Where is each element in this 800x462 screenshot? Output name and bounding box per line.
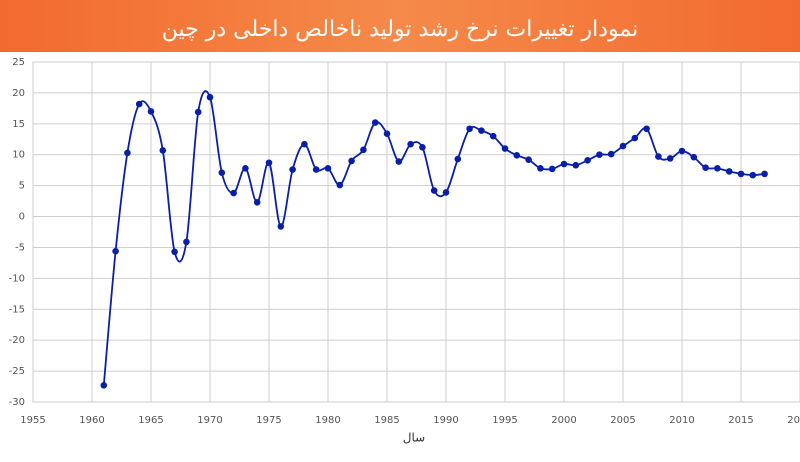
data-point	[513, 152, 521, 159]
y-tick-label: -5	[15, 242, 25, 253]
data-point	[218, 169, 226, 176]
data-point	[112, 247, 119, 255]
data-point	[430, 187, 438, 194]
x-tick-label: 1990	[433, 415, 458, 426]
data-point	[419, 144, 426, 151]
data-point	[749, 171, 757, 179]
x-tick-label: 1985	[374, 415, 399, 426]
data-point	[265, 159, 273, 167]
x-tick-label: 1975	[256, 415, 281, 426]
data-point	[666, 155, 674, 162]
x-tick-label: 2000	[551, 415, 576, 426]
y-tick-label: -10	[9, 273, 25, 284]
data-point	[702, 164, 709, 172]
data-point	[643, 125, 650, 133]
x-tick-label: 2005	[610, 415, 635, 426]
data-point	[289, 166, 296, 173]
x-tick-label: 1965	[138, 415, 163, 426]
y-tick-label: 25	[12, 57, 25, 68]
data-point	[360, 146, 367, 154]
data-point	[230, 189, 237, 197]
x-tick-label: 1995	[492, 415, 517, 426]
data-point	[301, 140, 308, 148]
data-point	[737, 170, 745, 178]
data-point	[631, 134, 639, 142]
data-point	[183, 238, 190, 246]
data-point	[277, 223, 285, 230]
x-tick-label: 2015	[728, 415, 753, 426]
series-line	[102, 90, 765, 386]
data-point	[336, 181, 344, 189]
data-point	[525, 156, 532, 163]
x-tick-label: 1970	[197, 415, 222, 426]
data-point	[371, 119, 379, 126]
y-tick-label: 5	[19, 181, 25, 192]
data-point	[171, 248, 178, 256]
data-point	[690, 153, 698, 161]
data-point	[206, 93, 214, 101]
y-tick-label: -25	[9, 366, 25, 377]
plot-area	[32, 61, 800, 403]
y-tick-label: -20	[9, 335, 25, 346]
data-point	[725, 168, 733, 175]
data-point	[478, 127, 485, 134]
data-point	[159, 147, 167, 154]
data-point	[194, 108, 202, 116]
x-tick-label: 2010	[669, 415, 694, 426]
data-point	[501, 145, 509, 152]
data-point	[454, 155, 462, 163]
data-point	[312, 166, 320, 173]
y-tick-label: 15	[12, 119, 25, 130]
data-point	[324, 165, 332, 172]
y-tick-label: -30	[9, 397, 25, 408]
data-point	[442, 189, 450, 196]
data-point	[607, 150, 615, 158]
data-point	[548, 165, 556, 173]
data-point	[596, 151, 603, 159]
data-point	[383, 130, 391, 138]
data-point	[407, 140, 414, 148]
data-point	[655, 153, 662, 160]
x-tick-label: 1955	[20, 415, 45, 426]
title-banner	[0, 0, 800, 52]
data-point	[100, 382, 108, 389]
y-tick-label: 0	[19, 212, 25, 223]
data-point	[584, 156, 591, 164]
data-point	[714, 165, 721, 172]
data-point	[135, 100, 143, 108]
data-point	[761, 170, 768, 178]
data-point	[242, 165, 249, 172]
x-tick-label: 1980	[315, 415, 340, 426]
x-tick-label: 2020	[787, 415, 800, 426]
data-point	[560, 160, 568, 168]
data-point	[678, 147, 686, 155]
data-point	[395, 158, 403, 165]
x-axis-label: سال	[403, 431, 425, 445]
x-tick-label: 1960	[79, 415, 104, 426]
data-point	[466, 125, 473, 133]
data-point	[537, 165, 544, 172]
data-point	[619, 142, 627, 150]
y-tick-label: -15	[9, 304, 25, 315]
data-point	[572, 161, 580, 169]
data-point	[489, 132, 497, 140]
chart-title: نمودار تغییرات نرخ رشد تولید ناخالص داخل…	[162, 17, 638, 42]
data-point	[253, 199, 261, 206]
data-point	[147, 108, 155, 115]
data-point	[124, 149, 131, 157]
y-tick-label: 20	[12, 88, 25, 99]
y-tick-label: 10	[12, 150, 25, 161]
data-point	[348, 157, 355, 165]
